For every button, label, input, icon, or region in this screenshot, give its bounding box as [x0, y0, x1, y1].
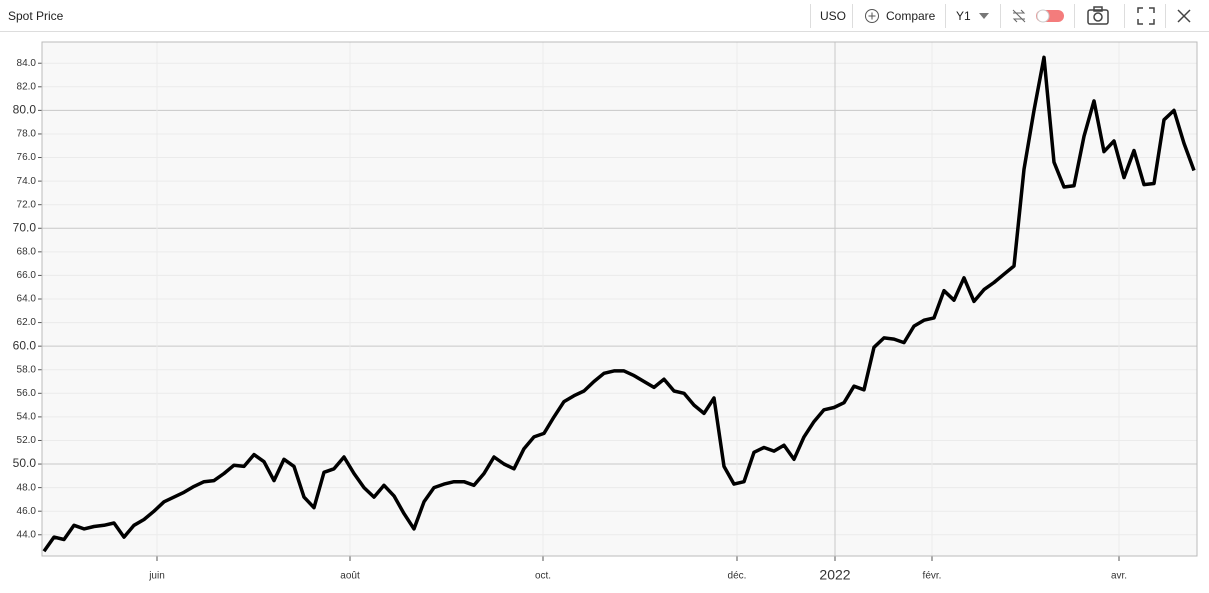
y-tick-label: 44.0 — [17, 529, 37, 540]
y-tick-label: 64.0 — [17, 294, 37, 305]
x-tick-label: oct. — [535, 571, 551, 582]
y-tick-label: 68.0 — [17, 246, 37, 257]
toolbar: Spot Price USO Compare Y1 — [0, 0, 1209, 32]
y-tick-label: 84.0 — [17, 58, 37, 69]
y-tick-label: 56.0 — [17, 388, 37, 399]
y-tick-label: 72.0 — [17, 199, 37, 210]
y-tick-label: 76.0 — [17, 152, 37, 163]
y-tick-label: 74.0 — [17, 176, 37, 187]
x-tick-label: févr. — [923, 571, 942, 582]
fullscreen-icon[interactable] — [1137, 7, 1155, 25]
y-tick-label: 66.0 — [17, 270, 37, 281]
y-tick-label: 46.0 — [17, 506, 37, 517]
separator — [1000, 4, 1001, 28]
compare-icon[interactable] — [864, 8, 880, 24]
x-tick-label: 2022 — [819, 567, 850, 583]
period-select[interactable]: Y1 — [956, 9, 971, 23]
y-tick-label: 70.0 — [13, 220, 37, 234]
separator — [1165, 4, 1166, 28]
close-icon[interactable] — [1176, 8, 1192, 24]
y-tick-label: 80.0 — [13, 103, 37, 117]
separator — [945, 4, 946, 28]
chart: 44.0 46.0 48.0 50.0 52.0 54.0 56.0 58.0 60.0 62.0… — [13, 41, 1198, 583]
y-tick-label: 60.0 — [13, 338, 37, 352]
x-tick-label: août — [340, 571, 360, 582]
sync-icon[interactable] — [1010, 7, 1028, 25]
chart-title: Spot Price — [8, 9, 64, 23]
separator — [1074, 4, 1075, 28]
compare-button[interactable]: Compare — [886, 9, 936, 23]
separator — [852, 4, 853, 28]
plot-frame — [41, 41, 1198, 557]
y-tick-label: 78.0 — [17, 129, 37, 140]
y-tick-label: 58.0 — [17, 364, 37, 375]
y-tick-label: 52.0 — [17, 435, 37, 446]
camera-icon[interactable] — [1086, 5, 1110, 27]
x-tick-label: juin — [148, 571, 165, 582]
separator — [1124, 4, 1125, 28]
y-tick-label: 48.0 — [17, 482, 37, 493]
x-tick-label: déc. — [728, 571, 747, 582]
y-tick-label: 54.0 — [17, 412, 37, 423]
symbol-button[interactable]: USO — [820, 9, 847, 23]
price-line — [42, 55, 1196, 553]
y-tick-label: 82.0 — [17, 81, 37, 92]
y-tick-label: 62.0 — [17, 317, 37, 328]
separator — [810, 4, 811, 28]
x-tick-label: avr. — [1111, 571, 1127, 582]
dropdown-arrow[interactable] — [978, 12, 990, 20]
toggle[interactable] — [1035, 8, 1067, 24]
y-tick-label: 50.0 — [13, 456, 37, 470]
